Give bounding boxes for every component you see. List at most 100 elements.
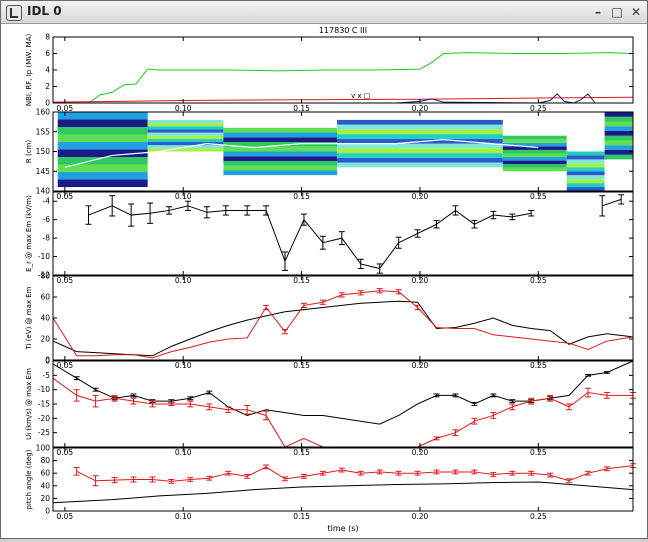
chart-4-series-0-line bbox=[52, 360, 634, 425]
plot-area: 0.05 0.10 0.15 0.20 0.25 0 2 4 6 8 NBI, RF, Ip (MW… bbox=[1, 24, 647, 538]
title-bar[interactable]: IDL 0 – □ ✕ bbox=[1, 1, 647, 24]
chart-1-heat-cell bbox=[566, 155, 605, 160]
chart-1-heat-cell bbox=[223, 146, 338, 152]
chart-1-heat-cell bbox=[57, 119, 148, 128]
chart-1-heat-cell bbox=[57, 172, 148, 180]
chart-1-heat-cell bbox=[502, 146, 567, 150]
chart-3-y-tick-label: 20 bbox=[40, 335, 50, 344]
chart-3-series-1-line bbox=[52, 290, 634, 359]
chart-5-y-tick-label: 80 bbox=[40, 456, 50, 465]
chart-0-y-tick-label: 2 bbox=[45, 82, 50, 91]
chart-5-x-tick-label: 0.15 bbox=[293, 512, 310, 521]
chart-1-heat-cell bbox=[566, 179, 605, 184]
chart-1-heat-cell bbox=[502, 160, 567, 165]
chart-1-heat-cell bbox=[604, 140, 633, 146]
chart-1-heat-cell bbox=[502, 164, 567, 168]
chart-3-y-tick-label: 40 bbox=[40, 314, 50, 323]
chart-1-profile-line bbox=[64, 139, 539, 168]
chart-1-heat-cell bbox=[147, 148, 224, 152]
chart-1-heat-cell bbox=[57, 149, 148, 158]
chart-1-heat-cell bbox=[502, 153, 567, 158]
chart-5-frame bbox=[52, 447, 634, 512]
chart-1-heat-cell bbox=[57, 164, 148, 173]
chart-1-heat-cell bbox=[57, 112, 148, 120]
chart-3-y-tick-label: 80 bbox=[40, 272, 50, 281]
chart-5-y-tick-label: 0 bbox=[45, 507, 50, 516]
chart-1-heat-cell bbox=[223, 142, 338, 147]
chart-0-x-tick-label: 0.25 bbox=[530, 104, 547, 113]
chart-1-y-tick-label: 155 bbox=[36, 127, 51, 136]
chart-5-x-label: time (s) bbox=[327, 524, 358, 533]
chart-1-heat-cell bbox=[57, 134, 148, 143]
chart-2-series-1-line bbox=[602, 198, 622, 207]
chart-1-heat-cell bbox=[147, 129, 224, 133]
chart-0-series-1-line bbox=[52, 96, 634, 103]
chart-5-x-tick-label: 0.05 bbox=[56, 512, 73, 521]
chart-0-x-tick-label: 0.05 bbox=[56, 104, 73, 113]
chart-1-heat-cell bbox=[604, 116, 633, 122]
chart-3-y-tick-label: 0 bbox=[45, 356, 50, 365]
chart-3-y-label: Ti (eV) @ max Em bbox=[25, 286, 33, 350]
plots-svg: 0.05 0.10 0.15 0.20 0.25 0 2 4 6 8 NBI, RF, Ip (MW… bbox=[25, 26, 636, 533]
chart-1-heat-cell bbox=[147, 132, 224, 136]
chart-2-x-tick-label: 0.10 bbox=[175, 276, 192, 285]
chart-5-y-tick-label: 20 bbox=[40, 494, 50, 503]
chart-4-x-tick-label: 0.25 bbox=[530, 448, 547, 457]
chart-1-heat-cell bbox=[147, 135, 224, 139]
chart-1-heat-cell bbox=[337, 157, 503, 163]
chart-1-heat-cell bbox=[604, 126, 633, 131]
chart-1-heat-cell bbox=[337, 129, 503, 135]
chart-1-heat-cell bbox=[502, 157, 567, 161]
chart-1-heat-cell bbox=[566, 171, 605, 176]
chart-0-x-tick-label: 0.10 bbox=[175, 104, 192, 113]
chart-2-frame bbox=[52, 191, 634, 276]
chart-2-y-tick-label: -10 bbox=[38, 252, 50, 261]
chart-4-y-tick-label: -20 bbox=[38, 414, 50, 423]
chart-0-y-tick-label: 4 bbox=[45, 66, 50, 75]
chart-5-y-tick-label: 60 bbox=[40, 469, 50, 478]
chart-3-x-tick-label: 0.05 bbox=[56, 361, 73, 370]
chart-1-heat-cell bbox=[337, 134, 503, 139]
chart-1-heat-cell bbox=[337, 119, 503, 125]
chart-4-x-tick-label: 0.15 bbox=[293, 448, 310, 457]
chart-2-y-tick-label: -6 bbox=[43, 215, 51, 224]
chart-1-heat-cell bbox=[566, 183, 605, 188]
chart-3-y-tick-label: 60 bbox=[40, 293, 50, 302]
chart-4-y-label: Ui (km/s) @ max Em bbox=[25, 368, 33, 440]
chart-5-series-0-line bbox=[52, 481, 634, 504]
chart-3-x-tick-label: 0.10 bbox=[175, 361, 192, 370]
chart-5-y-tick-label: 40 bbox=[40, 481, 50, 490]
chart-2-x-tick-label: 0.25 bbox=[530, 276, 547, 285]
chart-1-x-tick-label: 0.20 bbox=[412, 192, 429, 201]
chart-4-frame bbox=[52, 360, 634, 448]
chart-3-series-0-line bbox=[52, 300, 634, 357]
chart-1-heat-cell bbox=[223, 137, 338, 143]
chart-0-y-tick-label: 0 bbox=[45, 99, 50, 108]
chart-1-heat-cell bbox=[147, 123, 224, 127]
chart-1-heat-cell bbox=[337, 124, 503, 130]
maximize-button[interactable]: □ bbox=[611, 5, 623, 19]
chart-1-heat-cell bbox=[223, 132, 338, 138]
chart-1-y-tick-label: 150 bbox=[36, 147, 51, 156]
chart-5-y-tick-label: 100 bbox=[36, 444, 51, 453]
chart-0-y-label: NBI, RF, Ip (MW, MA) bbox=[25, 34, 33, 107]
chart-1-x-tick-label: 0.10 bbox=[175, 192, 192, 201]
chart-1-heat-cell bbox=[604, 154, 633, 160]
chart-3-x-tick-label: 0.20 bbox=[412, 361, 429, 370]
chart-1-heat-cell bbox=[604, 145, 633, 150]
chart-2-y-label: E_r @ max Em (kV/m) bbox=[25, 195, 33, 272]
chart-1-heat-cell bbox=[223, 151, 338, 157]
chart-1-heat-cell bbox=[223, 170, 338, 176]
chart-1-y-tick-label: 140 bbox=[36, 187, 51, 196]
chart-1-heat-cell bbox=[147, 119, 224, 124]
chart-1-heat-cell bbox=[223, 127, 338, 133]
close-button[interactable]: ✕ bbox=[630, 5, 642, 19]
chart-1-heat-cell bbox=[566, 187, 605, 191]
chart-4-y-tick-label: 0 bbox=[45, 357, 50, 366]
chart-4-x-tick-label: 0.20 bbox=[412, 448, 429, 457]
minimize-button[interactable]: – bbox=[595, 5, 601, 19]
chart-4-series-1-line bbox=[52, 377, 633, 448]
chart-1-heat-cell bbox=[566, 151, 605, 156]
chart-5-series-1-line bbox=[76, 465, 634, 482]
